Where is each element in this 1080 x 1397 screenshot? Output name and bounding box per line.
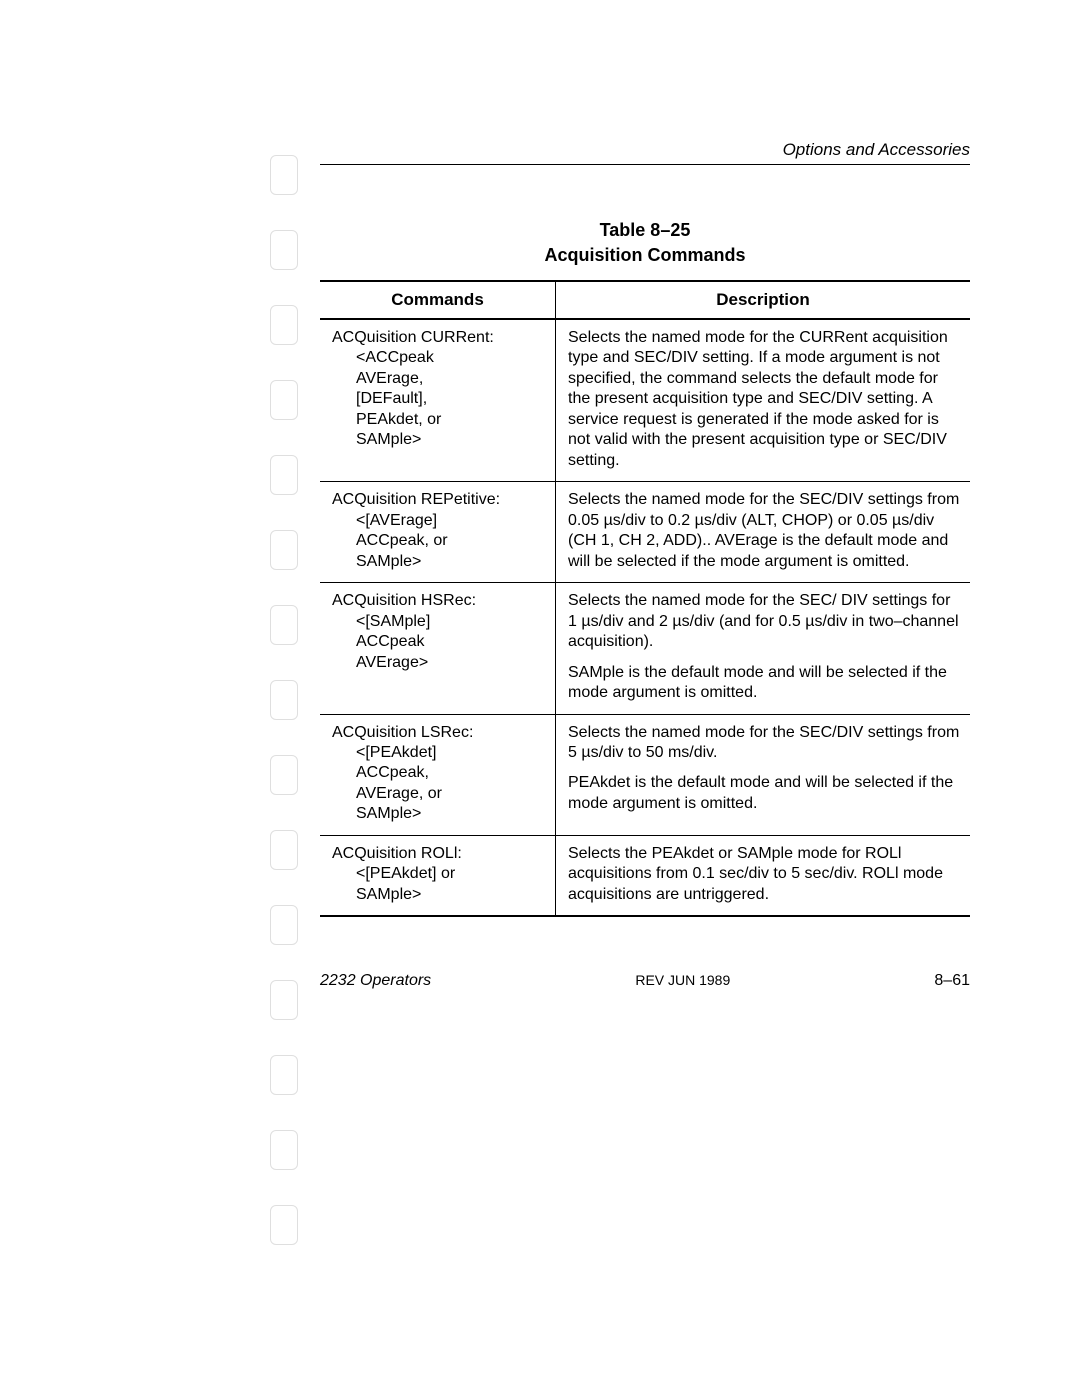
- command-option: AVErage>: [332, 653, 545, 673]
- punch-hole: [270, 380, 298, 420]
- punch-hole: [270, 530, 298, 570]
- col-header-commands: Commands: [320, 281, 556, 319]
- command-option: SAMple>: [332, 885, 545, 905]
- table-caption: Table 8–25 Acquisition Commands: [320, 220, 970, 266]
- punch-hole: [270, 155, 298, 195]
- description-paragraph: PEAkdet is the default mode and will be …: [568, 773, 960, 814]
- punch-hole: [270, 305, 298, 345]
- command-option: AVErage, or: [332, 784, 545, 804]
- footer-revision: REV JUN 1989: [635, 972, 730, 990]
- command-cell: ACQuisition CURRent:<ACCpeakAVErage,[DEF…: [320, 319, 556, 482]
- command-option: <[AVErage]: [332, 511, 545, 531]
- command-cell: ACQuisition LSRec:<[PEAkdet]ACCpeak,AVEr…: [320, 714, 556, 835]
- punch-hole: [270, 455, 298, 495]
- command-name: ACQuisition HSRec:: [332, 591, 545, 611]
- command-option: AVErage,: [332, 369, 545, 389]
- table-row: ACQuisition LSRec:<[PEAkdet]ACCpeak,AVEr…: [320, 714, 970, 835]
- command-option: ACCpeak: [332, 632, 545, 652]
- punch-hole: [270, 680, 298, 720]
- table-header-row: Commands Description: [320, 281, 970, 319]
- header-rule: [320, 164, 970, 165]
- punch-hole: [270, 1130, 298, 1170]
- punch-hole: [270, 980, 298, 1020]
- description-cell: Selects the named mode for the SEC/DIV s…: [556, 714, 971, 835]
- description-paragraph: Selects the named mode for the CURRent a…: [568, 328, 960, 471]
- description-paragraph: Selects the named mode for the SEC/DIV s…: [568, 723, 960, 764]
- table-row: ACQuisition REPetitive:<[AVErage]ACCpeak…: [320, 482, 970, 583]
- description-paragraph: Selects the PEAkdet or SAMple mode for R…: [568, 844, 960, 905]
- punch-hole: [270, 905, 298, 945]
- punch-holes: [270, 155, 298, 1280]
- table-title: Acquisition Commands: [320, 245, 970, 266]
- command-cell: ACQuisition HSRec:<[SAMple]ACCpeakAVErag…: [320, 583, 556, 714]
- command-option: ACCpeak, or: [332, 531, 545, 551]
- punch-hole: [270, 230, 298, 270]
- command-option: SAMple>: [332, 430, 545, 450]
- punch-hole: [270, 830, 298, 870]
- command-option: PEAkdet, or: [332, 410, 545, 430]
- page-content: Options and Accessories Table 8–25 Acqui…: [320, 140, 970, 990]
- punch-hole: [270, 755, 298, 795]
- footer-manual: 2232 Operators: [320, 972, 431, 990]
- command-option: <[SAMple]: [332, 612, 545, 632]
- description-cell: Selects the PEAkdet or SAMple mode for R…: [556, 835, 971, 916]
- command-option: ACCpeak,: [332, 763, 545, 783]
- command-name: ACQuisition LSRec:: [332, 723, 545, 743]
- col-header-description: Description: [556, 281, 971, 319]
- description-cell: Selects the named mode for the SEC/ DIV …: [556, 583, 971, 714]
- page-footer: 2232 Operators REV JUN 1989 8–61: [320, 972, 970, 990]
- command-name: ACQuisition ROLl:: [332, 844, 545, 864]
- table-row: ACQuisition HSRec:<[SAMple]ACCpeakAVErag…: [320, 583, 970, 714]
- command-option: <ACCpeak: [332, 348, 545, 368]
- footer-page-number: 8–61: [934, 972, 970, 990]
- description-cell: Selects the named mode for the SEC/DIV s…: [556, 482, 971, 583]
- command-option: <[PEAkdet] or: [332, 864, 545, 884]
- command-name: ACQuisition CURRent:: [332, 328, 545, 348]
- table-number: Table 8–25: [320, 220, 970, 241]
- command-option: <[PEAkdet]: [332, 743, 545, 763]
- description-paragraph: Selects the named mode for the SEC/ DIV …: [568, 591, 960, 652]
- punch-hole: [270, 1205, 298, 1245]
- description-paragraph: SAMple is the default mode and will be s…: [568, 663, 960, 704]
- command-cell: ACQuisition ROLl:<[PEAkdet] orSAMple>: [320, 835, 556, 916]
- punch-hole: [270, 1055, 298, 1095]
- command-option: [DEFault],: [332, 389, 545, 409]
- table-row: ACQuisition CURRent:<ACCpeakAVErage,[DEF…: [320, 319, 970, 482]
- table-row: ACQuisition ROLl:<[PEAkdet] orSAMple>Sel…: [320, 835, 970, 916]
- command-cell: ACQuisition REPetitive:<[AVErage]ACCpeak…: [320, 482, 556, 583]
- punch-hole: [270, 605, 298, 645]
- command-option: SAMple>: [332, 804, 545, 824]
- command-name: ACQuisition REPetitive:: [332, 490, 545, 510]
- description-cell: Selects the named mode for the CURRent a…: [556, 319, 971, 482]
- acquisition-commands-table: Commands Description ACQuisition CURRent…: [320, 280, 970, 917]
- running-head: Options and Accessories: [320, 140, 970, 164]
- description-paragraph: Selects the named mode for the SEC/DIV s…: [568, 490, 960, 572]
- command-option: SAMple>: [332, 552, 545, 572]
